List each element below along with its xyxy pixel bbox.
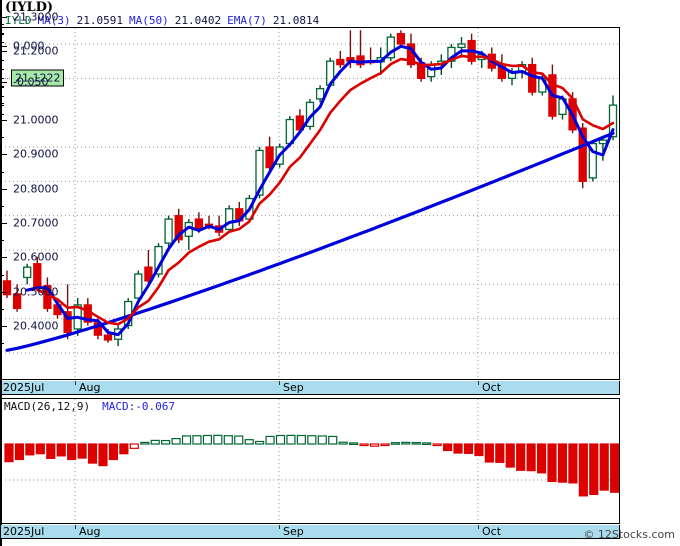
price-minor-tick	[0, 240, 4, 242]
macd-indicator-value: MACD:-0.067	[102, 400, 175, 413]
date-label-macd-sep: Sep	[283, 525, 304, 538]
legend-ema7-label: EMA(7)	[227, 14, 267, 27]
date-axis-price-spacer	[620, 381, 680, 395]
price-minor-tick	[0, 274, 4, 276]
date-label-price-tick	[75, 381, 76, 385]
macd-minor-tick	[0, 51, 4, 53]
macd-minor-tick	[0, 105, 4, 107]
price-tick-label: 21.3000	[13, 10, 59, 24]
price-tick-mark	[0, 120, 7, 121]
price-chart-panel[interactable]	[0, 27, 620, 380]
price-minor-tick	[0, 68, 4, 70]
price-minor-tick	[0, 308, 4, 310]
macd-minor-tick	[0, 33, 4, 35]
price-minor-tick	[0, 34, 4, 36]
date-label-macd-tick	[478, 525, 479, 529]
date-axis-macd: 2025Jul Aug Sep Oct	[0, 525, 620, 539]
macd-indicator-name: MACD(26,12,9)	[4, 400, 91, 413]
watermark: © 12Stocks.com	[583, 528, 675, 541]
macd-axis-spine	[0, 0, 2, 546]
price-tick-mark	[0, 291, 7, 293]
legend-ma3-label: MA(3)	[37, 14, 71, 27]
date-label-price-aug: Aug	[79, 381, 101, 394]
price-legend: IYLD MA(3) 21.0591 MA(50) 21.0402 EMA(7) 21.08…	[5, 15, 319, 27]
macd-minor-tick	[0, 42, 4, 44]
date-label-macd-2025jul: 2025Jul	[3, 525, 45, 538]
price-tick-label: 20.5000	[13, 285, 59, 299]
price-minor-tick	[0, 137, 4, 139]
legend-ma50-value: 21.0402	[174, 14, 222, 27]
date-label-price-2025jul: 2025Jul	[3, 381, 45, 394]
date-label-price-oct: Oct	[482, 381, 502, 394]
price-minor-tick	[0, 85, 4, 87]
date-label-macd-tick	[75, 525, 76, 529]
date-label-macd-aug: Aug	[79, 525, 101, 538]
price-tick-label: 20.9000	[13, 147, 59, 161]
macd-tick-mark	[0, 82, 7, 83]
macd-plot	[1, 399, 619, 523]
macd-minor-tick	[0, 24, 4, 26]
price-tick-mark	[0, 326, 7, 327]
price-tick-mark	[0, 257, 7, 259]
macd-minor-tick	[0, 78, 4, 80]
macd-minor-tick	[0, 87, 4, 89]
current-price-badge: 21.1222	[11, 69, 64, 87]
macd-legend: MACD(26,12,9) MACD:-0.067	[4, 401, 175, 413]
price-tick-label: 21.2000	[13, 44, 59, 58]
date-axis-macd-spacer	[620, 525, 680, 539]
price-minor-tick	[0, 343, 4, 345]
price-tick-label: 20.4000	[13, 319, 59, 333]
current-price-guide	[0, 78, 10, 80]
price-tick-label: 20.6000	[13, 250, 59, 264]
macd-tick-mark	[0, 46, 7, 47]
macd-minor-tick	[0, 60, 4, 62]
page-title: (IYLD)	[5, 0, 54, 15]
price-plot	[1, 28, 619, 379]
price-minor-tick	[0, 171, 4, 173]
macd-tick-label: -0.050	[13, 75, 49, 89]
price-tick-mark	[0, 188, 7, 190]
date-label-macd-oct: Oct	[482, 525, 502, 538]
price-tick-mark	[0, 17, 7, 18]
macd-minor-tick	[0, 69, 4, 71]
price-tick-mark	[0, 223, 7, 224]
macd-chart-panel[interactable]	[0, 398, 620, 524]
date-label-macd-tick	[279, 525, 280, 529]
price-minor-tick	[0, 102, 4, 104]
date-label-price-tick	[279, 381, 280, 385]
price-minor-tick	[0, 205, 4, 207]
price-tick-mark	[0, 154, 7, 156]
legend-symbol: IYLD	[5, 14, 32, 27]
macd-minor-tick	[0, 114, 4, 116]
macd-axis: 0.000 -0.050	[0, 0, 60, 546]
date-label-price-tick	[478, 381, 479, 385]
macd-minor-tick	[0, 96, 4, 98]
legend-ema7-value: 21.0814	[272, 14, 320, 27]
price-tick-label: 20.8000	[13, 182, 59, 196]
legend-ma50-label: MA(50)	[128, 14, 169, 27]
price-tick-label: 20.7000	[13, 216, 59, 230]
date-label-price-sep: Sep	[283, 381, 304, 394]
legend-ma3-value: 21.0591	[76, 14, 123, 27]
macd-tick-label: 0.000	[13, 39, 45, 53]
price-tick-label: 21.0000	[13, 113, 59, 127]
date-axis-price: 2025Jul Aug Sep Oct	[0, 381, 620, 395]
